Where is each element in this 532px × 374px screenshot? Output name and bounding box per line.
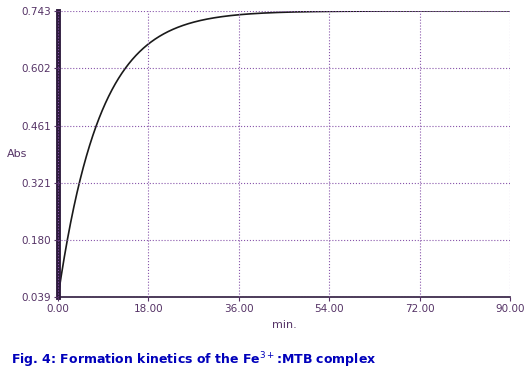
Text: Fig. 4: Formation kinetics of the Fe$^{3+}$:MTB complex: Fig. 4: Formation kinetics of the Fe$^{3…	[11, 351, 376, 370]
Y-axis label: Abs: Abs	[7, 149, 27, 159]
X-axis label: min.: min.	[272, 320, 296, 329]
